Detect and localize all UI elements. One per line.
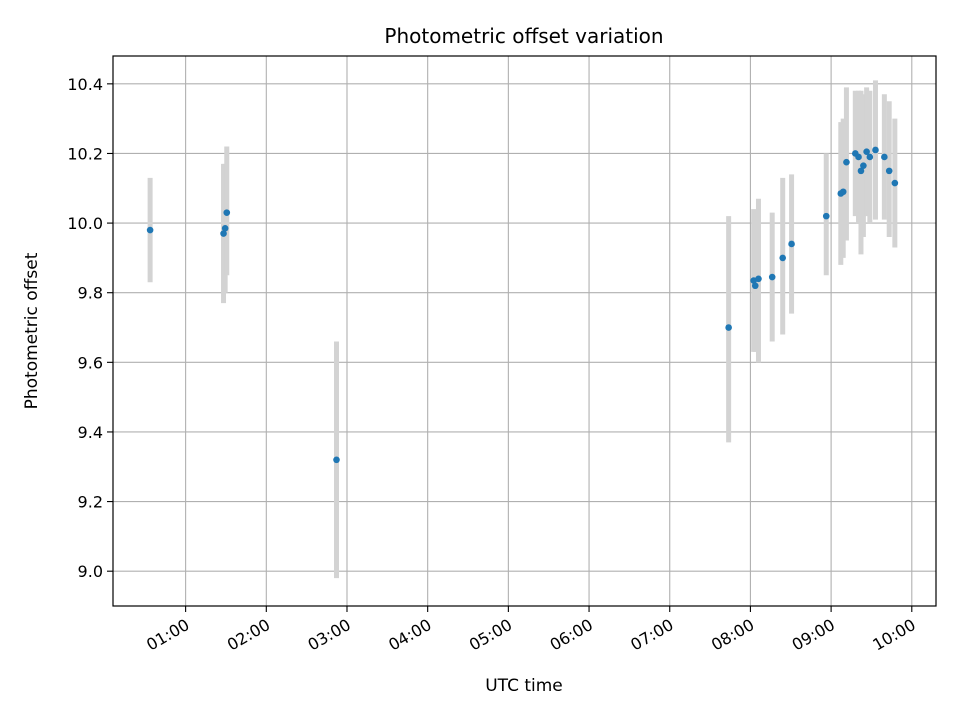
data-point (843, 158, 850, 166)
data-point (872, 146, 879, 154)
data-point (146, 226, 154, 234)
y-tick-label: 10.0 (67, 214, 103, 233)
x-axis-label: UTC time (485, 676, 563, 696)
data-point (891, 179, 899, 187)
data-point (788, 240, 795, 248)
chart-title: Photometric offset variation (384, 24, 663, 48)
data-point (333, 456, 340, 464)
y-tick-label: 10.4 (67, 75, 103, 94)
plot-frame (112, 55, 937, 607)
data-point (866, 153, 874, 161)
data-point (881, 153, 888, 161)
y-tick-label: 9.4 (78, 423, 103, 442)
y-axis-label: Photometric offset (22, 252, 42, 409)
data-point (223, 209, 231, 216)
y-tick-label: 10.2 (67, 144, 103, 163)
data-point (885, 167, 893, 175)
data-point (822, 212, 830, 220)
y-tick-label: 9.0 (78, 562, 103, 581)
data-point (839, 188, 847, 196)
y-tick-label: 9.2 (78, 493, 103, 512)
data-points (146, 146, 899, 464)
data-point (221, 225, 229, 232)
data-point (755, 275, 762, 283)
data-point (725, 324, 732, 331)
grid-lines (113, 56, 936, 606)
data-point (860, 162, 867, 169)
y-tick-label: 9.8 (78, 284, 103, 303)
data-point (220, 230, 227, 237)
data-point (751, 282, 759, 290)
y-tick-label: 9.6 (78, 353, 103, 372)
data-point (779, 254, 786, 262)
data-point (855, 153, 862, 161)
data-point (863, 148, 870, 156)
y-axis-ticks: 9.0 9.2 9.4 9.6 9.8 10.0 10.2 10.4 (67, 75, 113, 581)
data-point (768, 273, 776, 281)
data-point (857, 167, 865, 175)
